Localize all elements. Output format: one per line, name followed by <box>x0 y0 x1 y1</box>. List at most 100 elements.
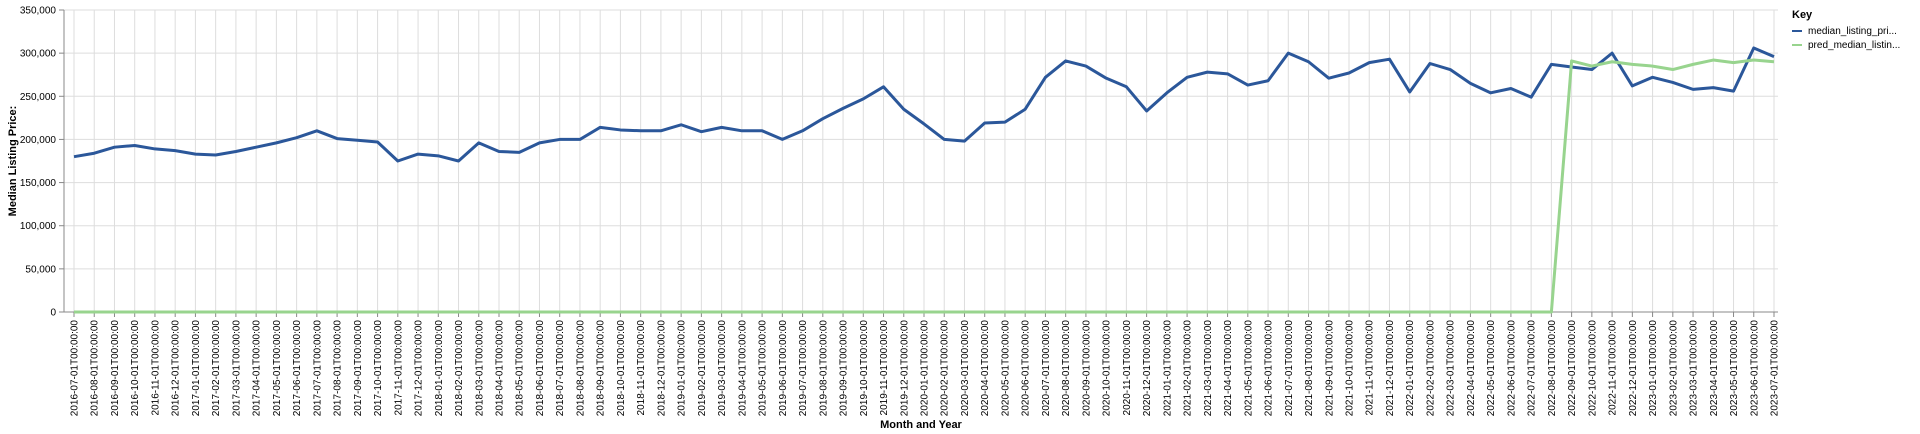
x-tick-label: 2017-07-01T00:00:00 <box>312 320 323 417</box>
x-tick-label: 2019-04-01T00:00:00 <box>737 320 748 417</box>
x-tick-label: 2018-12-01T00:00:00 <box>656 320 667 417</box>
x-tick-label: 2023-02-01T00:00:00 <box>1668 320 1679 417</box>
y-tick-label: 50,000 <box>25 264 56 275</box>
legend-label: median_listing_pri... <box>1808 26 1897 37</box>
x-tick-label: 2020-02-01T00:00:00 <box>940 320 951 417</box>
x-tick-label: 2021-12-01T00:00:00 <box>1385 320 1396 417</box>
x-tick-label: 2021-03-01T00:00:00 <box>1203 320 1214 417</box>
x-tick-label: 2023-06-01T00:00:00 <box>1749 320 1760 417</box>
series-line-1 <box>73 46 1775 163</box>
gridlines <box>64 9 1778 313</box>
x-tick-label: 2019-10-01T00:00:00 <box>859 320 870 417</box>
x-tick-label: 2017-12-01T00:00:00 <box>414 320 425 417</box>
x-tick-label: 2018-09-01T00:00:00 <box>596 320 607 417</box>
x-tick-label: 2021-02-01T00:00:00 <box>1183 320 1194 417</box>
x-tick-label: 2017-10-01T00:00:00 <box>373 320 384 417</box>
x-tick-label: 2020-08-01T00:00:00 <box>1061 320 1072 417</box>
x-tick-label: 2016-11-01T00:00:00 <box>150 320 161 416</box>
x-tick-label: 2018-11-01T00:00:00 <box>636 320 647 416</box>
x-tick-label: 2019-06-01T00:00:00 <box>778 320 789 417</box>
x-tick-label: 2020-01-01T00:00:00 <box>920 320 931 417</box>
x-tick-label: 2021-05-01T00:00:00 <box>1243 320 1254 417</box>
x-tick-label: 2017-08-01T00:00:00 <box>333 320 344 417</box>
x-tick-label: 2019-02-01T00:00:00 <box>697 320 708 417</box>
x-tick-label: 2016-07-01T00:00:00 <box>70 320 81 417</box>
x-tick-label: 2022-12-01T00:00:00 <box>1628 320 1639 417</box>
x-tick-label: 2017-02-01T00:00:00 <box>211 320 222 417</box>
x-tick-label: 2017-09-01T00:00:00 <box>353 320 364 417</box>
x-tick-label: 2018-03-01T00:00:00 <box>474 320 485 417</box>
x-tick-label: 2020-12-01T00:00:00 <box>1142 320 1153 417</box>
x-tick-label: 2016-09-01T00:00:00 <box>110 320 121 417</box>
x-tick-label: 2022-02-01T00:00:00 <box>1425 320 1436 417</box>
y-tick-label: 150,000 <box>20 178 57 189</box>
x-tick-label: 2017-04-01T00:00:00 <box>252 320 263 417</box>
x-tick-label: 2019-09-01T00:00:00 <box>839 320 850 417</box>
y-axis: 0 50,000 100,000 150,000 200,000 250,000 300,0… <box>20 6 65 319</box>
x-tick-label: 2023-01-01T00:00:00 <box>1648 320 1659 417</box>
y-axis-title: Median Listing Price: <box>7 106 19 217</box>
x-tick-label: 2022-01-01T00:00:00 <box>1405 320 1416 417</box>
plot-series <box>73 46 1775 314</box>
x-tick-label: 2019-11-01T00:00:00 <box>879 320 890 416</box>
x-tick-label: 2023-05-01T00:00:00 <box>1729 320 1740 417</box>
x-tick-label: 2022-04-01T00:00:00 <box>1466 320 1477 417</box>
y-tick-label: 100,000 <box>20 221 57 232</box>
x-tick-label: 2017-11-01T00:00:00 <box>393 320 404 416</box>
x-tick-label: 2018-05-01T00:00:00 <box>515 320 526 417</box>
x-tick-label: 2017-05-01T00:00:00 <box>272 320 283 417</box>
x-tick-label: 2021-01-01T00:00:00 <box>1162 320 1173 417</box>
x-tick-label: 2021-09-01T00:00:00 <box>1324 320 1335 417</box>
x-tick-label: 2019-01-01T00:00:00 <box>677 320 688 417</box>
x-tick-label: 2022-06-01T00:00:00 <box>1506 320 1517 417</box>
x-tick-label: 2022-11-01T00:00:00 <box>1608 320 1619 416</box>
legend-title: Key <box>1792 9 1813 21</box>
x-tick-label: 2017-06-01T00:00:00 <box>292 320 303 417</box>
x-tick-label: 2018-02-01T00:00:00 <box>454 320 465 417</box>
legend-label: pred_median_listin... <box>1808 40 1900 51</box>
x-tick-label: 2022-08-01T00:00:00 <box>1547 320 1558 417</box>
x-tick-label: 2023-03-01T00:00:00 <box>1689 320 1700 417</box>
x-tick-label: 2019-08-01T00:00:00 <box>818 320 829 417</box>
x-tick-label: 2017-01-01T00:00:00 <box>191 320 202 417</box>
x-tick-label: 2021-04-01T00:00:00 <box>1223 320 1234 417</box>
x-tick-label: 2022-07-01T00:00:00 <box>1527 320 1538 417</box>
x-tick-label: 2018-07-01T00:00:00 <box>555 320 566 417</box>
x-tick-label: 2021-06-01T00:00:00 <box>1264 320 1275 417</box>
x-axis: 2016-07-01T00:00:00 2016-08-01T00:00:00 20… <box>64 311 1781 417</box>
x-tick-label: 2022-03-01T00:00:00 <box>1446 320 1457 417</box>
x-tick-label: 2016-12-01T00:00:00 <box>171 320 182 417</box>
x-tick-label: 2016-08-01T00:00:00 <box>90 320 101 417</box>
y-tick-label: 200,000 <box>20 135 57 146</box>
y-tick-label: 350,000 <box>20 6 57 17</box>
x-tick-label: 2019-03-01T00:00:00 <box>717 320 728 417</box>
x-tick-label: 2018-01-01T00:00:00 <box>434 320 445 417</box>
x-tick-label: 2020-10-01T00:00:00 <box>1102 320 1113 417</box>
x-tick-label: 2023-04-01T00:00:00 <box>1709 320 1720 417</box>
x-tick-label: 2019-05-01T00:00:00 <box>758 320 769 417</box>
x-tick-label: 2020-11-01T00:00:00 <box>1122 320 1133 416</box>
legend: Key median_listing_pri... pred_median_lis… <box>1792 9 1900 51</box>
x-tick-label: 2016-10-01T00:00:00 <box>130 320 141 417</box>
x-tick-label: 2020-03-01T00:00:00 <box>960 320 971 417</box>
x-tick-label: 2019-07-01T00:00:00 <box>798 320 809 417</box>
x-tick-label: 2021-08-01T00:00:00 <box>1304 320 1315 417</box>
x-tick-label: 2020-06-01T00:00:00 <box>1021 320 1032 417</box>
x-tick-label: 2022-05-01T00:00:00 <box>1486 320 1497 417</box>
x-tick-label: 2021-07-01T00:00:00 <box>1284 320 1295 417</box>
y-tick-label: 300,000 <box>20 49 57 60</box>
x-tick-label: 2020-09-01T00:00:00 <box>1081 320 1092 417</box>
x-tick-label: 2017-03-01T00:00:00 <box>231 320 242 417</box>
x-tick-label: 2023-07-01T00:00:00 <box>1770 320 1781 417</box>
x-tick-label: 2020-05-01T00:00:00 <box>1000 320 1011 417</box>
x-tick-label: 2019-12-01T00:00:00 <box>899 320 910 417</box>
x-axis-title: Month and Year <box>880 419 962 431</box>
y-tick-label: 250,000 <box>20 92 57 103</box>
y-tick-label: 0 <box>50 308 56 319</box>
x-tick-label: 2022-09-01T00:00:00 <box>1567 320 1578 417</box>
x-tick-label: 2018-04-01T00:00:00 <box>495 320 506 417</box>
x-tick-label: 2021-10-01T00:00:00 <box>1345 320 1356 417</box>
x-tick-label: 2018-10-01T00:00:00 <box>616 320 627 417</box>
x-tick-label: 2018-08-01T00:00:00 <box>575 320 586 417</box>
